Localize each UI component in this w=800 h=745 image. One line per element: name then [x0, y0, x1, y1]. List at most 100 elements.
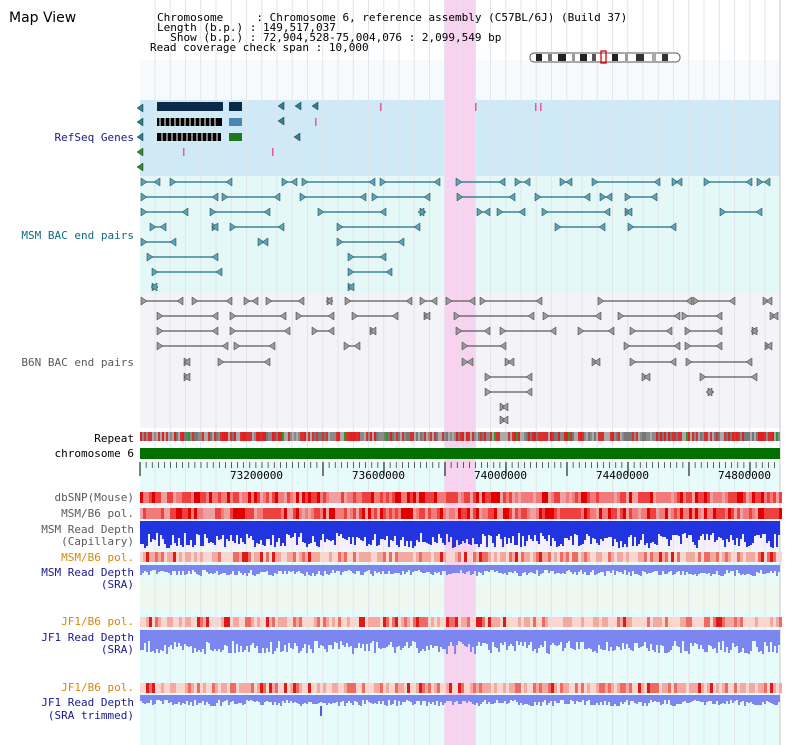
track-label-refseq[interactable]: RefSeq Genes	[54, 131, 134, 144]
polymorphism-cell	[779, 683, 782, 693]
read-depth-bar	[236, 565, 238, 575]
polymorphism-cell	[392, 492, 395, 503]
polymorphism-cell	[662, 508, 665, 519]
read-depth-bar	[632, 565, 634, 571]
feature-arrow	[243, 296, 251, 306]
polymorphism-cell	[401, 492, 404, 503]
track-label-chromosome[interactable]: chromosome 6	[54, 447, 134, 460]
polymorphism-cell	[740, 617, 743, 627]
polymorphism-cell	[758, 683, 761, 693]
repeat-segment	[192, 432, 194, 441]
read-depth-bar	[448, 630, 450, 646]
read-depth-bar	[262, 695, 264, 705]
polymorphism-cell	[551, 552, 554, 562]
read-depth-bar	[606, 565, 608, 571]
polymorphism-cell	[272, 683, 275, 693]
read-depth-bar	[478, 630, 480, 642]
track-label-jf1-depth-trim[interactable]: JF1 Read Depth	[41, 696, 134, 709]
repeat-segment	[516, 432, 518, 441]
polymorphism-cell	[263, 492, 266, 503]
read-depth-bar	[176, 521, 178, 546]
polymorphism-cell	[503, 492, 506, 503]
read-depth-bar	[732, 695, 734, 703]
feature-arrow	[483, 207, 491, 217]
read-depth-bar	[554, 695, 556, 701]
polymorphism-cell	[200, 552, 203, 562]
polymorphism-cell	[371, 617, 374, 627]
repeat-segment	[558, 432, 560, 441]
feature-arrow	[279, 311, 287, 321]
read-depth-bar	[324, 521, 326, 542]
read-depth-bar	[338, 695, 340, 706]
read-depth-bar	[300, 565, 302, 573]
polymorphism-cell	[599, 492, 602, 503]
read-depth-bar	[276, 521, 278, 542]
polymorphism-cell	[446, 492, 449, 503]
read-depth-bar	[254, 695, 256, 702]
read-depth-bar	[644, 630, 646, 642]
polymorphism-cell	[425, 552, 428, 562]
polymorphism-cell	[710, 508, 713, 519]
feature-arrow	[527, 311, 535, 321]
track-label-jf1-b6-pol[interactable]: JF1/B6 pol.	[61, 615, 134, 628]
read-depth-bar	[484, 521, 486, 536]
polymorphism-cell	[716, 683, 719, 693]
polymorphism-cell	[323, 552, 326, 562]
read-depth-bar	[706, 565, 708, 574]
track-label-jf1-depth-sra[interactable]: JF1 Read Depth	[41, 631, 134, 644]
track-label-msm-depth-capillary[interactable]: MSM Read Depth	[41, 523, 134, 536]
read-depth-bar	[194, 565, 196, 572]
polymorphism-cell	[242, 617, 245, 627]
polymorphism-cell	[620, 552, 623, 562]
read-depth-bar	[772, 521, 774, 548]
read-depth-bar	[616, 695, 618, 706]
read-depth-bar	[552, 695, 554, 706]
polymorphism-cell	[356, 492, 359, 503]
feature-arrow	[277, 101, 285, 111]
track-label-dbsnp[interactable]: dbSNP(Mouse)	[54, 491, 134, 504]
track-label-msm-bac[interactable]: MSM BAC end pairs	[21, 229, 134, 242]
track-label-jf1-b6-pol-trim[interactable]: JF1/B6 pol.	[61, 681, 134, 694]
read-depth-bar	[726, 695, 728, 701]
read-depth-bar	[412, 521, 414, 548]
read-depth-bar	[242, 521, 244, 542]
track-label-msm-b6-pol-sra[interactable]: MSM/B6 pol.	[61, 551, 134, 564]
read-depth-bar	[360, 695, 362, 706]
track-label-msm-b6-pol[interactable]: MSM/B6 pol.	[61, 507, 134, 520]
repeat-segment	[684, 432, 686, 441]
polymorphism-cell	[638, 683, 641, 693]
read-depth-bar	[492, 565, 494, 570]
track-label-repeat[interactable]: Repeat	[94, 432, 134, 445]
polymorphism-cell	[293, 683, 296, 693]
polymorphism-cell	[302, 552, 305, 562]
polymorphism-cell	[566, 683, 569, 693]
polymorphism-cell	[494, 617, 497, 627]
repeat-segment	[428, 432, 430, 441]
read-depth-bar	[358, 521, 360, 538]
polymorphism-cell	[374, 492, 377, 503]
read-depth-bar	[622, 521, 624, 547]
feature-arrow	[665, 326, 673, 336]
repeat-segment	[166, 432, 168, 441]
read-depth-bar	[156, 565, 158, 574]
polymorphism-cell	[269, 683, 272, 693]
repeat-segment	[378, 432, 380, 441]
polymorphism-cell	[596, 508, 599, 519]
track-label-msm-depth-sra[interactable]: MSM Read Depth	[41, 566, 134, 579]
polymorphism-cell	[284, 492, 287, 503]
polymorphism-cell	[341, 508, 344, 519]
polymorphism-cell	[380, 552, 383, 562]
read-depth-bar	[420, 565, 422, 572]
polymorphism-cell	[353, 508, 356, 519]
read-depth-bar	[490, 630, 492, 653]
polymorphism-cell	[224, 508, 227, 519]
read-depth-bar	[220, 521, 222, 539]
polymorphism-cell	[641, 508, 644, 519]
read-depth-bar	[144, 695, 146, 704]
polymorphism-cell	[536, 492, 539, 503]
repeat-segment	[194, 432, 196, 441]
read-depth-bar	[702, 630, 704, 649]
polymorphism-cell	[704, 552, 707, 562]
track-label-b6n-bac[interactable]: B6N BAC end pairs	[21, 356, 134, 369]
